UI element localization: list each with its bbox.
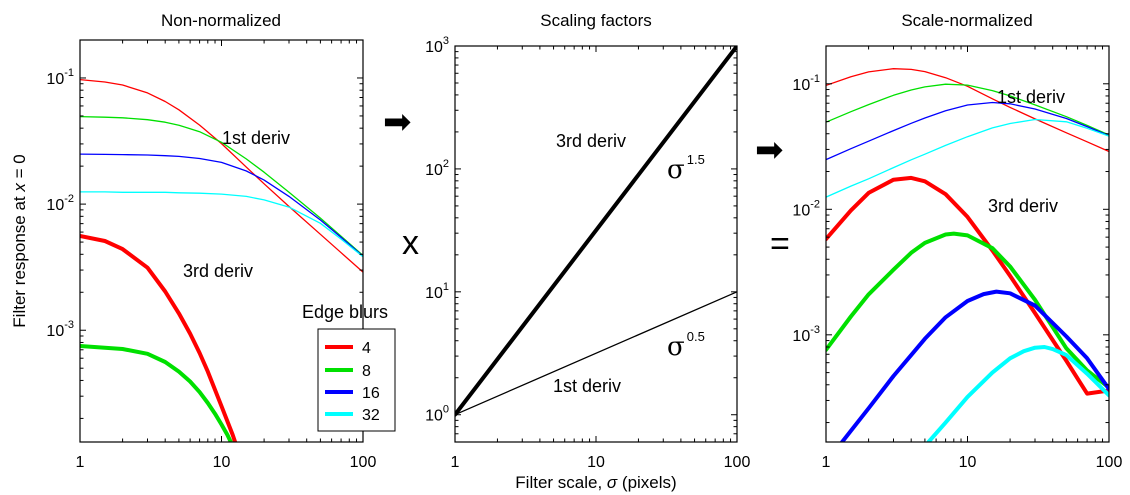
- p1-y-tick-label: 10-2: [46, 193, 74, 214]
- panel1-title: Non-normalized: [161, 11, 281, 30]
- arrow-right-icon: ➡: [383, 103, 412, 141]
- panel3-annotation-3rd: 3rd deriv: [988, 196, 1058, 216]
- panel-scaling-factors: Scaling factors 1 10 100 100 101 102 103 Filte…: [425, 11, 750, 492]
- p1-series-3rd-deriv-4: [80, 233, 238, 442]
- p2-y-tick-label: 100: [425, 404, 449, 425]
- legend-entry: 8: [325, 363, 371, 380]
- panel-non-normalized: Non-normalized 1 10 100 10-3 10-2 10-1 Filter…: [10, 11, 396, 471]
- p1-y-tick-label: 10-3: [46, 319, 74, 340]
- p2-y-tick-label: 102: [425, 158, 449, 179]
- p3-x-tick-label: 10: [959, 454, 977, 471]
- p2-y-tick-label: 103: [425, 35, 449, 56]
- panel2-title: Scaling factors: [540, 11, 652, 30]
- p1-series-1st-deriv-16: [80, 153, 363, 257]
- p3-series-1st-deriv-32: [826, 118, 1109, 198]
- legend-entry: 32: [325, 407, 380, 424]
- legend-label-8: 8: [362, 363, 371, 380]
- legend-label-32: 32: [362, 407, 380, 424]
- p2-x-tick-label: 1: [451, 454, 460, 471]
- p2-x-tick-label: 10: [587, 454, 605, 471]
- p3-y-tick-label: 10-2: [792, 198, 820, 219]
- multiply-symbol: x: [402, 224, 419, 262]
- p2-series-3rd-deriv-0: [455, 46, 737, 417]
- p3-series-3rd-deriv-16: [840, 289, 1109, 442]
- panel2-xlabel-text: Filter scale,: [515, 473, 607, 492]
- panel1-ylabel: Filter response at x = 0: [10, 154, 29, 327]
- p3-x-tick-label: 100: [1096, 454, 1123, 471]
- p3-x-tick-label: 1: [822, 454, 831, 471]
- p3-series-1st-deriv-8: [826, 83, 1109, 136]
- p1-series-3rd-deriv-8: [80, 344, 234, 442]
- panel1-annotation-1st: 1st deriv: [222, 128, 290, 148]
- p3-series-3rd-deriv-8: [826, 231, 1109, 390]
- p3-series-1st-deriv-16: [826, 101, 1109, 161]
- panel1-annotation-3rd: 3rd deriv: [183, 261, 253, 281]
- p1-series-1st-deriv-4: [80, 78, 363, 273]
- equals-symbol: =: [770, 225, 790, 263]
- legend: Edge blurs 4 8 16 32: [302, 302, 396, 432]
- p1-series-1st-deriv-8: [80, 115, 363, 257]
- p1-y-tick-label: 10-1: [46, 67, 74, 88]
- p3-series-1st-deriv-4: [826, 68, 1109, 153]
- legend-entry: 4: [325, 340, 371, 357]
- panel2-annotation-3rd: 3rd deriv: [556, 131, 626, 151]
- p1-x-tick-label: 1: [76, 454, 85, 471]
- p3-y-tick-label: 10-1: [792, 73, 820, 94]
- p3-series-3rd-deriv-32: [926, 345, 1109, 442]
- formula-sigma-1-5: σ 1.5: [667, 152, 705, 185]
- legend-label-4: 4: [362, 340, 371, 357]
- p2-x-tick-label: 100: [724, 454, 751, 471]
- p3-y-tick-label: 10-3: [792, 324, 820, 345]
- panel1-ylabel-text: Filter response at: [10, 192, 29, 328]
- panel1-axes-frame: [79, 39, 364, 443]
- p1-x-tick-label: 10: [213, 454, 231, 471]
- panel3-axes-frame: [825, 45, 1110, 443]
- legend-title: Edge blurs: [302, 302, 388, 322]
- p2-series-1st-deriv-1: [455, 291, 737, 416]
- p1-series-1st-deriv-32: [80, 191, 363, 258]
- panel2-annotation-1st: 1st deriv: [553, 376, 621, 396]
- arrow-right-icon: ➡: [755, 131, 784, 169]
- panel2-axes-frame: [454, 45, 738, 443]
- panel3-annotation-1st: 1st deriv: [997, 87, 1065, 107]
- p3-series-3rd-deriv-4: [826, 175, 1109, 396]
- panel-scale-normalized: Scale-normalized 1 10 100 10-3 10-2 10-1 1st …: [792, 11, 1122, 471]
- panel2-xlabel: Filter scale, σ (pixels): [515, 473, 676, 492]
- panel3-title: Scale-normalized: [901, 11, 1032, 30]
- p2-y-tick-label: 101: [425, 281, 449, 302]
- legend-label-16: 16: [362, 385, 380, 402]
- formula-sigma-0-5: σ 0.5: [667, 329, 705, 362]
- panel1-ylabel-var: x: [10, 183, 29, 193]
- p1-x-tick-label: 100: [350, 454, 377, 471]
- legend-entry: 16: [325, 385, 380, 402]
